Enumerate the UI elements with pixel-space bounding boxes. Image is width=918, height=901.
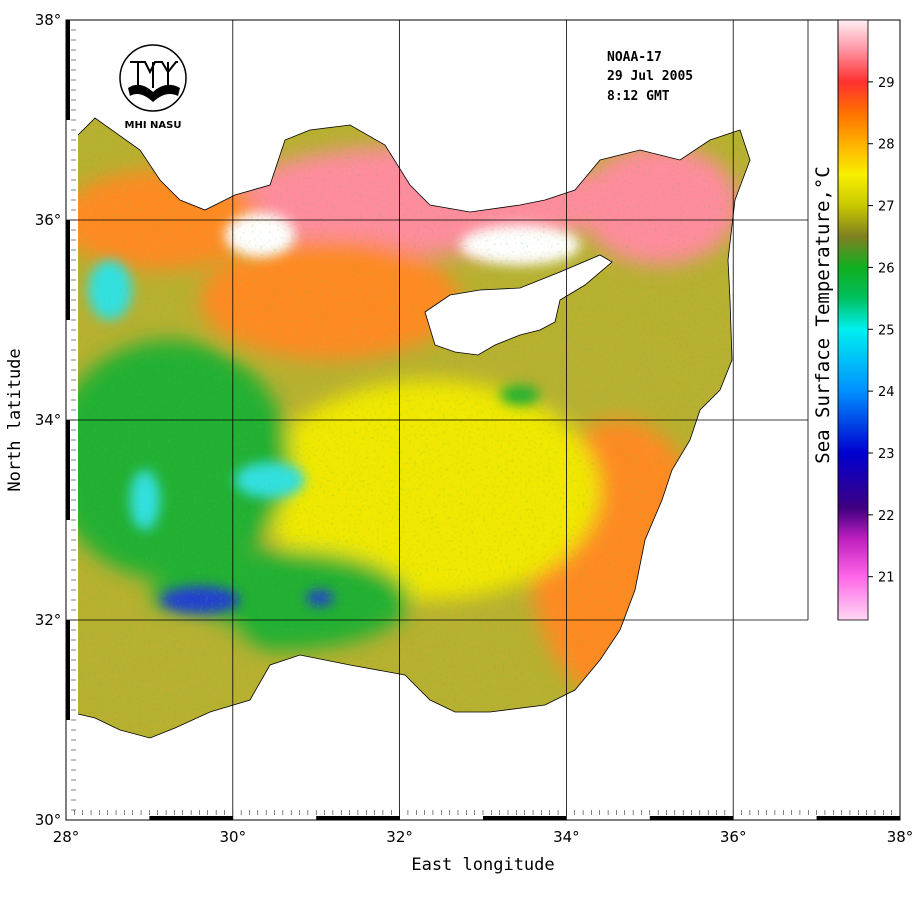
- colorbar-tick-label: 22: [878, 509, 895, 524]
- colorbar-title: Sea Surface Temperature,°C: [812, 166, 834, 463]
- y-axis-title: North latitude: [5, 348, 25, 491]
- y-tick-label: 38°: [35, 11, 62, 29]
- x-degree-bar: [149, 816, 233, 820]
- colorbar-tick-label: 29: [878, 76, 895, 91]
- date-label: 29 Jul 2005: [607, 69, 693, 84]
- y-tick-labels: 30° 32° 34° 36° 38°: [35, 11, 62, 829]
- colorbar-tick-label: 28: [878, 138, 895, 153]
- y-degree-bar: [66, 620, 70, 720]
- cyprus-island: [424, 254, 613, 356]
- x-degree-bar: [483, 816, 567, 820]
- time-label: 8:12 GMT: [607, 89, 670, 104]
- coastline: [77, 117, 751, 739]
- colorbar: 21 22 23 24 25 26 27 28 29 Sea Surface Temperatu…: [807, 19, 895, 621]
- y-tick-label: 34°: [35, 411, 62, 429]
- x-axis-title: East longitude: [411, 855, 554, 875]
- x-degree-bar: [316, 816, 400, 820]
- satellite-label: NOAA-17: [607, 50, 662, 65]
- x-degree-bar: [649, 816, 734, 820]
- colorbar-tick-label: 27: [878, 200, 895, 215]
- colorbar-ticks: 21 22 23 24 25 26 27 28 29: [868, 76, 895, 586]
- y-tick-label: 36°: [35, 211, 62, 229]
- x-tick-label: 34°: [553, 828, 580, 846]
- colorbar-tick-label: 23: [878, 447, 895, 462]
- colorbar-tick-label: 25: [878, 323, 895, 338]
- graticule: [66, 20, 808, 820]
- y-tick-label: 32°: [35, 611, 62, 629]
- colorbar-scale: [837, 19, 869, 621]
- x-tick-labels: 28° 30° 32° 34° 36° 38°: [53, 828, 914, 846]
- colorbar-tick-label: 26: [878, 261, 895, 276]
- y-degree-bar: [66, 220, 70, 320]
- y-degree-bar: [66, 20, 70, 120]
- x-tick-label: 28°: [53, 828, 80, 846]
- colorbar-tick-label: 24: [878, 385, 895, 400]
- y-degree-bar: [66, 420, 70, 520]
- x-tick-label: 36°: [720, 828, 747, 846]
- x-tick-label: 30°: [220, 828, 247, 846]
- mhi-nasu-logo: MHI NASU: [119, 44, 187, 131]
- x-tick-label: 38°: [887, 828, 914, 846]
- x-tick-label: 32°: [386, 828, 413, 846]
- logo-label: MHI NASU: [125, 120, 182, 131]
- y-tick-label: 30°: [35, 811, 62, 829]
- colorbar-tick-label: 21: [878, 571, 895, 586]
- x-degree-bar: [816, 816, 900, 820]
- axis-ticks: [65, 19, 901, 821]
